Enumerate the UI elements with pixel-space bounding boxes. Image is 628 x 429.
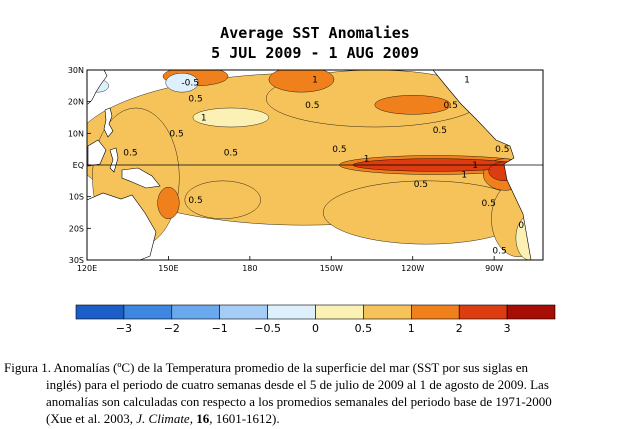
anomaly-region <box>192 107 270 128</box>
y-tick-label: EQ <box>73 161 84 170</box>
new-guinea-land <box>121 167 161 189</box>
colorbar-tick-label: 0.5 <box>355 322 373 335</box>
caption-volume: 16 <box>196 411 210 426</box>
colorbar-tick-label: −1 <box>212 322 228 335</box>
x-tick-label: 120W <box>401 264 424 273</box>
caption-separator: , <box>189 411 197 426</box>
colorbar-tick-label: −2 <box>164 322 180 335</box>
contour-label: 0.5 <box>495 145 509 155</box>
colorbar-tick-label: 3 <box>504 322 511 335</box>
colorbar-tick-label: 0 <box>312 322 319 335</box>
anomaly-region <box>184 180 261 220</box>
anomaly-region <box>165 72 199 93</box>
contour-label: 0.5 <box>169 129 183 139</box>
x-tick-label: 180 <box>242 264 257 273</box>
sst-anomaly-figure: Average SST Anomalies 5 JUL 2009 - 1 AUG… <box>68 24 556 335</box>
borneo-land <box>87 139 107 167</box>
sulawesi-land <box>109 147 119 173</box>
contour-label: 1 <box>364 155 370 165</box>
contour-label: 0.5 <box>482 199 496 209</box>
x-tick-label: 150E <box>158 264 178 273</box>
y-tick-label: 10N <box>68 129 84 138</box>
contour-label: 0.5 <box>444 101 458 111</box>
colorbar-tick-label: −0.5 <box>254 322 281 335</box>
caption-line-1: Figura 1. Anomalías (ºC) de la Temperatu… <box>4 360 528 375</box>
caption-line-4: (Xue et al. 2003, J. Climate, 16, 1601-1… <box>4 410 624 427</box>
y-tick-label: 20S <box>69 224 84 233</box>
colorbar: −3 −2 −1 −0.5 0 0.5 1 2 3 <box>75 304 556 335</box>
colorbar-swatch <box>315 304 364 320</box>
contour-label: 0.5 <box>123 148 137 158</box>
australia-land <box>87 192 157 260</box>
chart-title: Average SST Anomalies <box>220 24 410 42</box>
figure-caption: Figura 1. Anomalías (ºC) de la Temperatu… <box>4 359 624 427</box>
colorbar-swatch <box>267 304 316 320</box>
contour-label: 0.5 <box>224 148 238 158</box>
colorbar-tick-label: 2 <box>456 322 463 335</box>
x-tick-label: 90W <box>485 264 503 273</box>
caption-line-3: anomalías son calculadas con respecto a … <box>46 394 552 409</box>
caption-journal: J. Climate <box>136 411 190 426</box>
x-tick-label: 150W <box>320 264 343 273</box>
colorbar-swatch <box>363 304 412 320</box>
contour-label: 1 <box>201 114 207 124</box>
contour-label: -0.5 <box>181 79 199 89</box>
americas-land <box>432 70 543 260</box>
colorbar-swatch <box>171 304 221 320</box>
colorbar-swatch <box>123 304 173 320</box>
land-masses <box>87 70 543 260</box>
contour-label: 0.5 <box>433 126 447 136</box>
caption-line-2: inglés) para el periodo de cuatro semana… <box>46 377 549 392</box>
y-tick-label: 20N <box>68 98 84 107</box>
contour-label: 1 <box>464 76 470 86</box>
colorbar-swatch <box>506 304 556 320</box>
y-tick-label: 30S <box>69 256 84 265</box>
contour-label: 0.5 <box>414 180 428 190</box>
contour-label: 0 <box>518 221 524 231</box>
contour-label: 0.5 <box>188 95 202 105</box>
anomaly-region <box>268 70 335 93</box>
y-tick-label: 30N <box>68 66 84 75</box>
colorbar-tick-label: −3 <box>116 322 132 335</box>
x-tick-label: 120E <box>77 264 97 273</box>
contour-label: 1 <box>461 171 467 181</box>
anomaly-region <box>157 186 180 220</box>
colorbar-swatch <box>410 304 460 320</box>
caption-citation-start: (Xue et al. 2003, <box>46 411 137 426</box>
colorbar-swatch <box>219 304 268 320</box>
philippines-land <box>103 107 114 138</box>
contour-label: 0.5 <box>332 145 346 155</box>
y-tick-label: 10S <box>69 193 84 202</box>
contour-label: 0.5 <box>188 196 202 206</box>
contour-label: 0.5 <box>492 247 506 257</box>
contour-label: 1 <box>472 161 478 171</box>
colorbar-swatch <box>458 304 508 320</box>
anomaly-region <box>374 95 451 115</box>
colorbar-swatch <box>75 304 125 320</box>
contour-label: 0.5 <box>305 101 319 111</box>
caption-citation-end: , 1601-1612). <box>209 411 280 426</box>
contour-label: 1 <box>312 76 318 86</box>
colorbar-tick-label: 1 <box>408 322 415 335</box>
chart-subtitle: 5 JUL 2009 - 1 AUG 2009 <box>211 44 419 62</box>
